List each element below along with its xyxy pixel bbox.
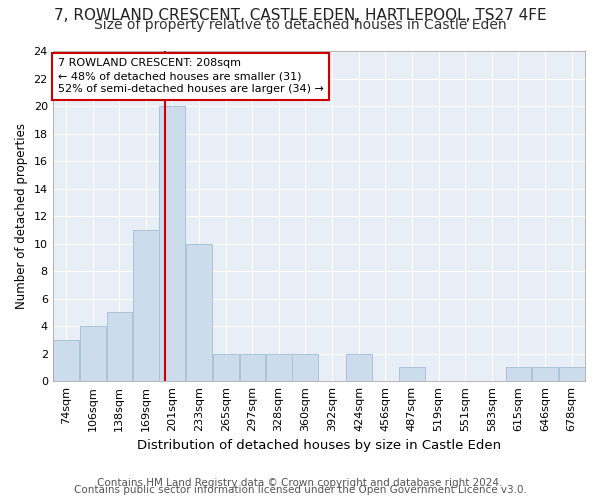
- Text: 7 ROWLAND CRESCENT: 208sqm
← 48% of detached houses are smaller (31)
52% of semi: 7 ROWLAND CRESCENT: 208sqm ← 48% of deta…: [58, 58, 324, 94]
- Text: 7, ROWLAND CRESCENT, CASTLE EDEN, HARTLEPOOL, TS27 4FE: 7, ROWLAND CRESCENT, CASTLE EDEN, HARTLE…: [53, 8, 547, 22]
- Text: Contains public sector information licensed under the Open Government Licence v3: Contains public sector information licen…: [74, 485, 526, 495]
- Bar: [292, 354, 319, 381]
- Bar: [240, 354, 265, 381]
- Text: Size of property relative to detached houses in Castle Eden: Size of property relative to detached ho…: [94, 18, 506, 32]
- Bar: [133, 230, 158, 381]
- Bar: [266, 354, 292, 381]
- X-axis label: Distribution of detached houses by size in Castle Eden: Distribution of detached houses by size …: [137, 440, 501, 452]
- Bar: [399, 368, 425, 381]
- Bar: [559, 368, 584, 381]
- Bar: [532, 368, 558, 381]
- Bar: [213, 354, 239, 381]
- Text: Contains HM Land Registry data © Crown copyright and database right 2024.: Contains HM Land Registry data © Crown c…: [97, 478, 503, 488]
- Bar: [80, 326, 106, 381]
- Bar: [107, 312, 132, 381]
- Bar: [346, 354, 372, 381]
- Bar: [506, 368, 531, 381]
- Bar: [53, 340, 79, 381]
- Bar: [186, 244, 212, 381]
- Bar: [160, 106, 185, 381]
- Y-axis label: Number of detached properties: Number of detached properties: [15, 124, 28, 310]
